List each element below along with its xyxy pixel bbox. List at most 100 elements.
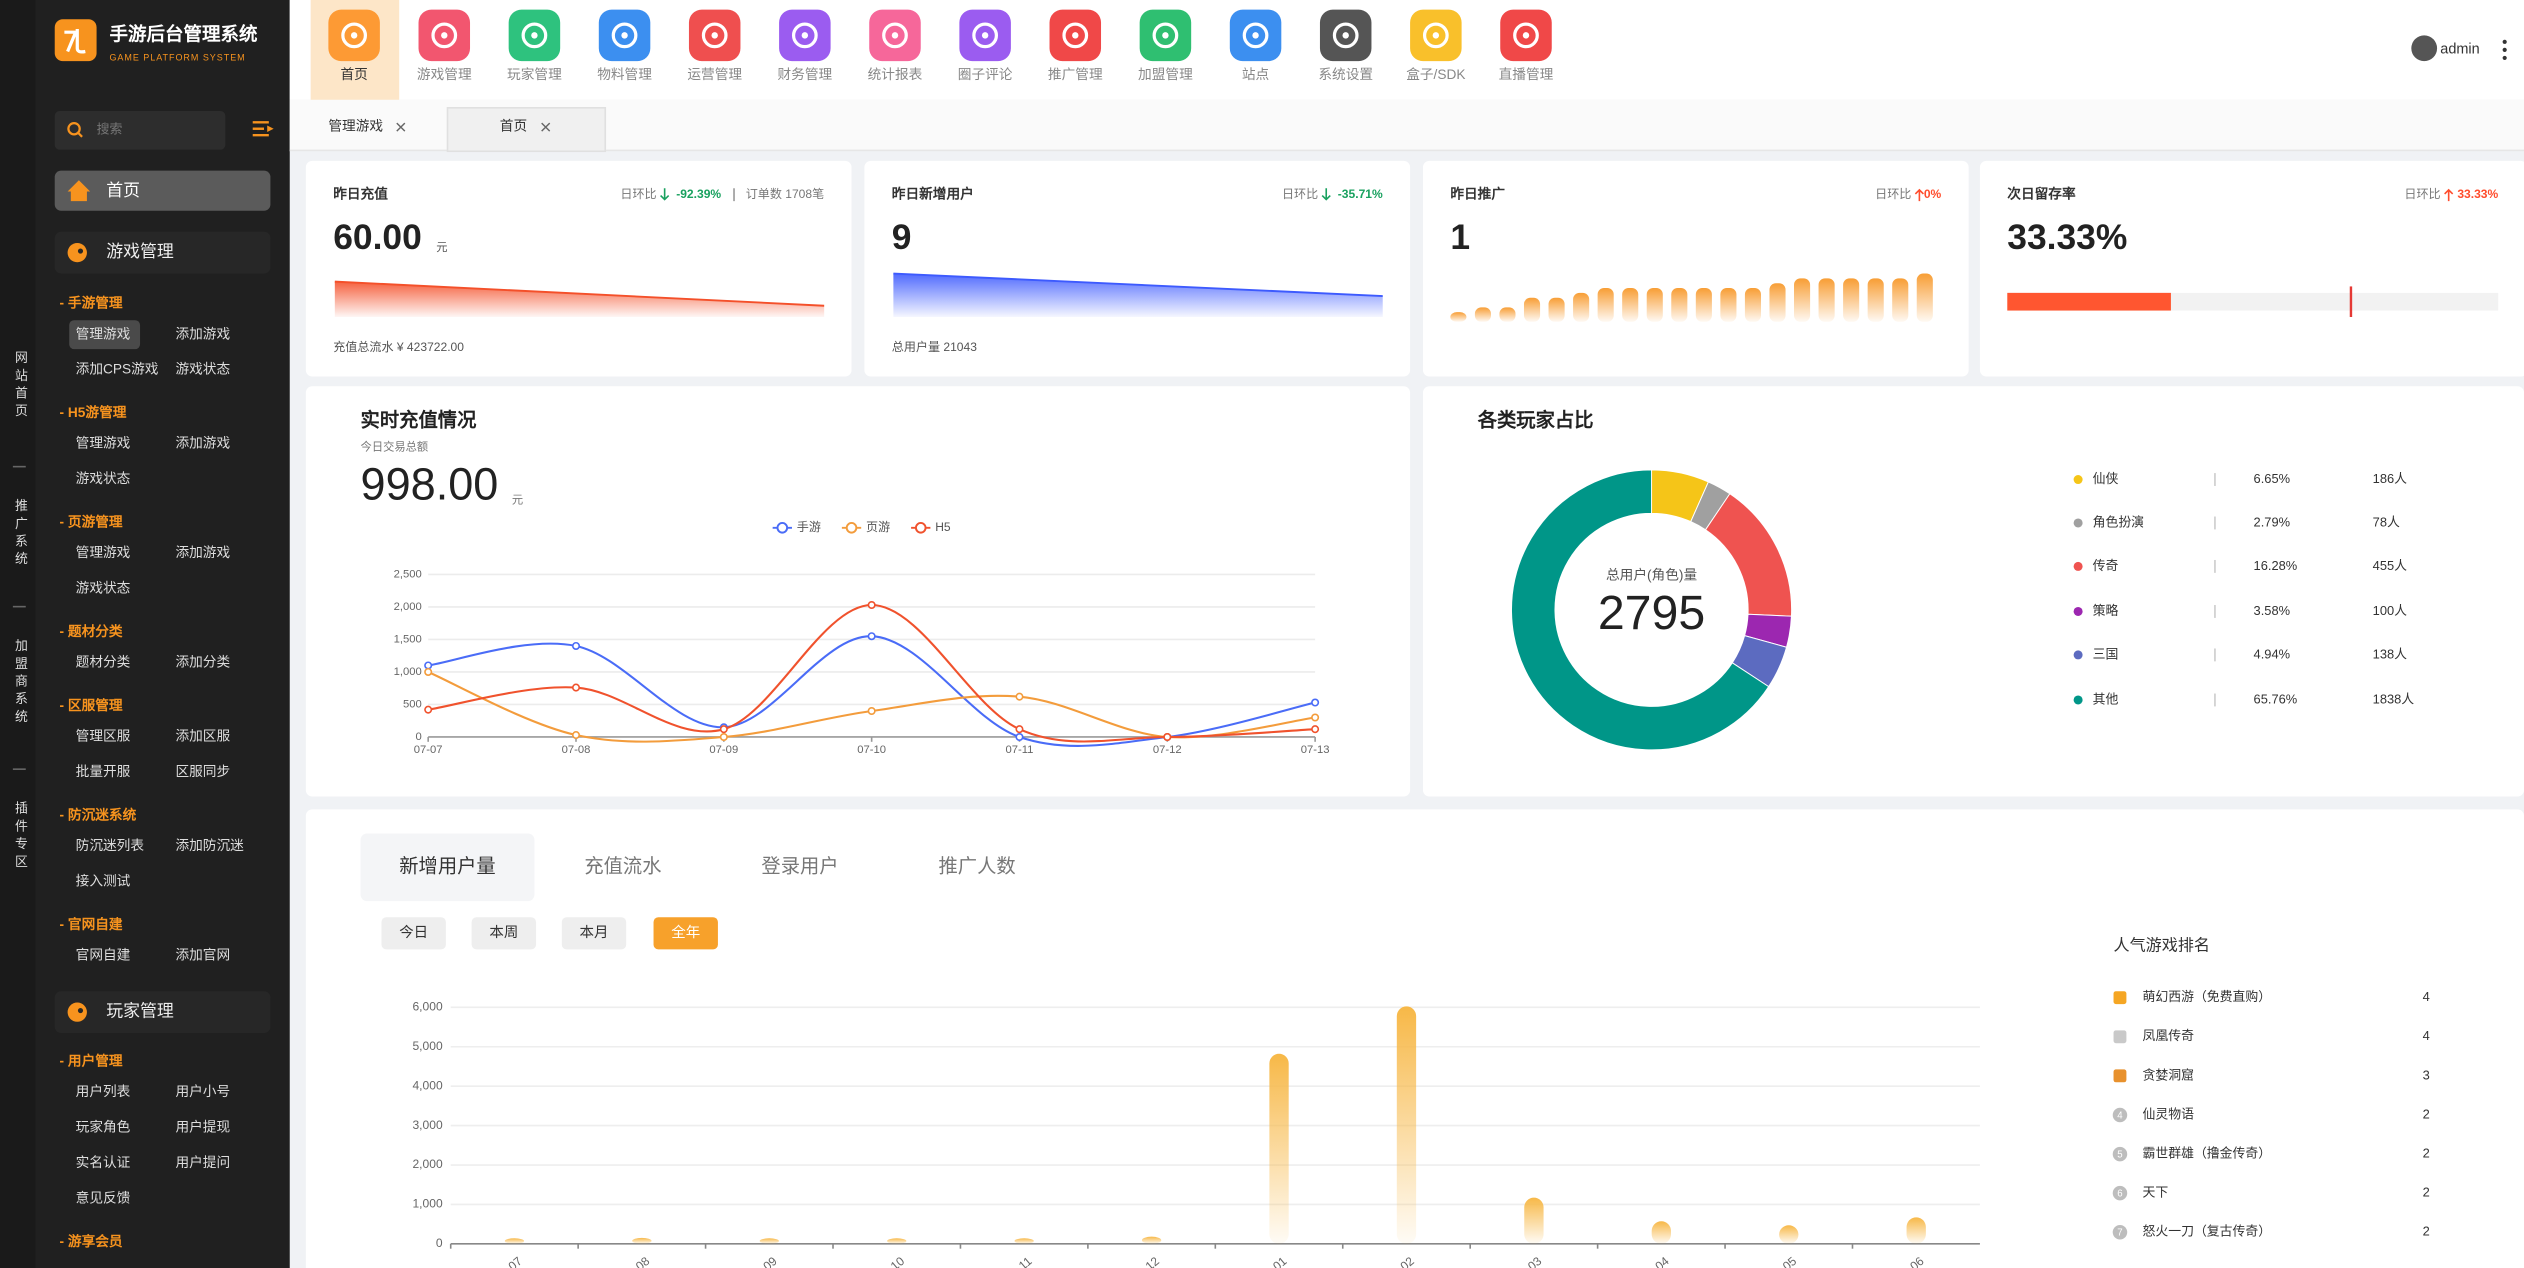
nav-label[interactable]: 运营管理 [687, 67, 742, 82]
nav-label[interactable]: 首页 [340, 67, 367, 82]
logo-subtitle: GAME PLATFORM SYSTEM [109, 52, 245, 62]
ranking-name[interactable]: 天下 [2143, 1185, 2169, 1200]
range-button[interactable] [561, 917, 627, 950]
chart-tab[interactable]: 推广人数 [938, 855, 1015, 877]
rank-badge [2112, 1146, 2128, 1162]
ranking-name[interactable]: 萌幻西游（免费直购） [2143, 989, 2272, 1004]
nav-label[interactable]: 游戏管理 [417, 67, 472, 82]
legend-label[interactable]: 仙侠 [2093, 471, 2119, 486]
range-button-label[interactable]: 今日 [399, 924, 428, 941]
y-tick-label: 5,000 [412, 1039, 442, 1053]
menu-item[interactable]: 添加官网 [175, 947, 230, 962]
chart-tab[interactable]: 新增用户量 [399, 855, 496, 877]
more-menu[interactable] [2502, 39, 2507, 44]
range-button-label[interactable]: 本周 [489, 924, 518, 941]
menu-item[interactable]: 区服同步 [175, 764, 230, 779]
legend-label[interactable]: 页游 [866, 520, 890, 534]
menu-item[interactable]: 管理区服 [76, 729, 131, 744]
nav-label[interactable]: 直播管理 [1499, 67, 1554, 82]
nav-label[interactable]: 统计报表 [868, 67, 923, 82]
tab-close[interactable] [541, 122, 551, 132]
menu-item[interactable]: 游戏状态 [76, 471, 131, 486]
nav-icon-glyph [1422, 22, 1449, 49]
nav-label[interactable]: 盒子/SDK [1406, 66, 1465, 82]
nav-label[interactable]: 财务管理 [777, 67, 832, 82]
chart-tab[interactable]: 登录用户 [761, 855, 838, 877]
ranking-name[interactable]: 凤凰传奇 [2143, 1028, 2195, 1043]
legend-label[interactable]: 三国 [2093, 646, 2119, 661]
nav-label[interactable]: 站点 [1242, 67, 1269, 82]
user-name[interactable]: admin [2440, 42, 2479, 58]
chart-tab[interactable]: 充值流水 [584, 855, 661, 877]
stat-ratio: 33.33% [2457, 187, 2498, 201]
nav-icon-glyph [1432, 32, 1440, 39]
nav-label[interactable]: 圈子评论 [958, 67, 1013, 82]
menu-item[interactable]: 用户小号 [175, 1083, 230, 1099]
stat-ratio: -92.39% [676, 187, 721, 201]
menu-item[interactable]: 添加区服 [175, 729, 230, 744]
side-link[interactable]: 加盟商系统 [13, 639, 28, 727]
nav-icon-glyph [1062, 22, 1089, 49]
menu-section[interactable] [54, 231, 271, 274]
legend-label[interactable]: 角色扮演 [2093, 514, 2145, 529]
menu-item[interactable]: 添加游戏 [175, 326, 230, 341]
range-button-label[interactable]: 全年 [671, 923, 700, 941]
menu-item[interactable]: 意见反馈 [76, 1189, 131, 1205]
side-link[interactable]: 推广系统 [13, 499, 28, 570]
ranking-name[interactable]: 霸世群雄（撸金传奇） [2143, 1145, 2272, 1160]
nav-label[interactable]: 玩家管理 [507, 66, 562, 82]
menu-section-icon [77, 248, 84, 254]
range-button[interactable] [471, 917, 537, 950]
top-nav [289, 0, 2524, 100]
more-menu[interactable] [2502, 55, 2507, 61]
ranking-name[interactable]: 仙灵物语 [2143, 1106, 2195, 1121]
user-avatar[interactable] [2411, 35, 2438, 62]
nav-label[interactable]: 加盟管理 [1138, 67, 1193, 82]
menu-item[interactable]: 游戏状态 [76, 581, 131, 596]
tab-label[interactable]: 管理游戏 [328, 119, 383, 134]
tab-close[interactable] [396, 122, 406, 132]
range-button[interactable] [653, 917, 718, 950]
menu-item[interactable]: 添加防沉迷 [175, 838, 244, 853]
menu-item[interactable]: 添加游戏 [175, 436, 230, 451]
menu-item[interactable]: 管理游戏 [76, 326, 131, 341]
stat-title: 昨日新增用户 [892, 185, 974, 201]
nav-label[interactable]: 物料管理 [597, 67, 652, 82]
side-link[interactable]: 网站首页 [13, 351, 28, 422]
legend-label[interactable]: 其他 [2093, 691, 2119, 706]
menu-item[interactable]: 添加游戏 [175, 545, 230, 560]
search-box[interactable] [54, 111, 226, 150]
menu-item[interactable]: 题材分类 [76, 655, 131, 670]
menu-home[interactable] [54, 170, 271, 211]
ranking-name[interactable]: 怒火一刀（复古传奇） [2143, 1224, 2272, 1239]
menu-item[interactable]: 管理游戏 [76, 545, 131, 560]
menu-item[interactable]: 玩家角色 [76, 1119, 131, 1135]
range-button-label[interactable]: 本月 [580, 924, 609, 941]
range-button[interactable] [381, 917, 446, 950]
nav-label[interactable]: 系统设置 [1318, 67, 1373, 82]
menu-item[interactable]: 官网自建 [76, 947, 131, 962]
menu-item[interactable]: 用户提现 [175, 1119, 230, 1135]
menu-item[interactable]: 用户列表 [76, 1083, 131, 1099]
menu-item[interactable]: 游戏状态 [175, 362, 230, 377]
ranking-name[interactable]: 贪婪洞窟 [2143, 1067, 2194, 1082]
legend-label[interactable]: 策略 [2093, 603, 2119, 618]
legend-label[interactable]: 传奇 [2093, 558, 2119, 573]
menu-item[interactable]: 防沉迷列表 [76, 838, 145, 853]
menu-item[interactable]: 用户提问 [175, 1154, 230, 1170]
more-menu[interactable] [2502, 47, 2507, 52]
tab-label[interactable]: 首页 [500, 119, 527, 134]
legend-label[interactable]: 手游 [797, 520, 821, 534]
menu-item[interactable]: 批量开服 [76, 764, 131, 779]
nav-label[interactable]: 推广管理 [1048, 67, 1103, 82]
legend-label[interactable]: H5 [935, 520, 951, 534]
side-link[interactable]: 插件专区 [13, 801, 28, 872]
nav-icon-glyph [531, 32, 538, 39]
menu-item[interactable]: 添加分类 [175, 655, 230, 670]
sparkline-line [893, 272, 1383, 298]
menu-item[interactable]: 管理游戏 [76, 436, 131, 451]
menu-item[interactable]: 接入测试 [76, 872, 131, 888]
menu-item[interactable]: 添加CPS游戏 [76, 362, 159, 377]
menu-item[interactable]: 实名认证 [76, 1155, 131, 1170]
menu-section[interactable] [54, 991, 271, 1034]
